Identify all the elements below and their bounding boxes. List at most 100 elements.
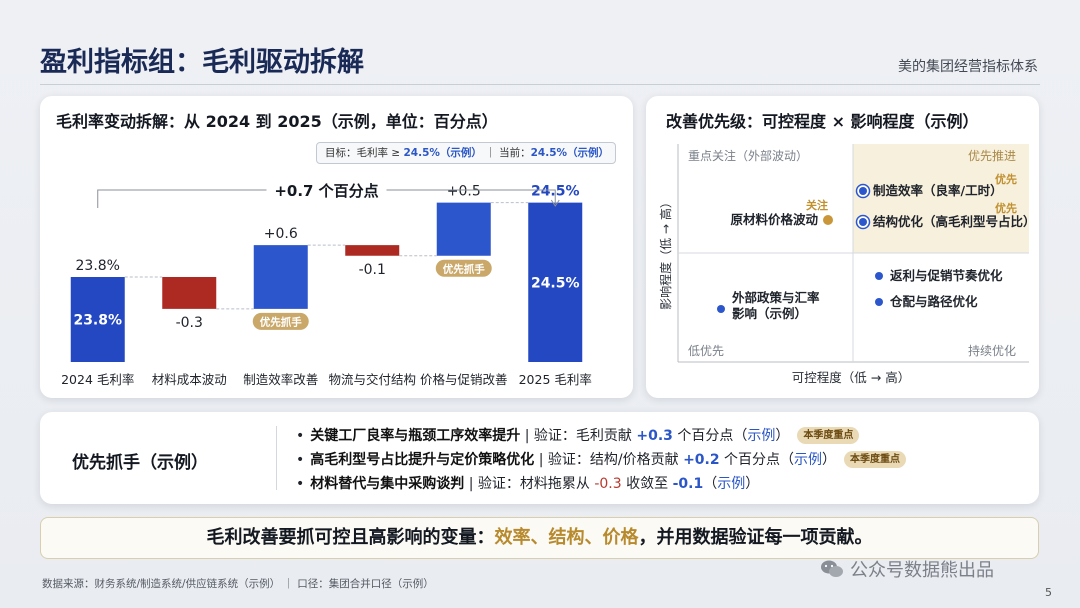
- value-label: 23.8%: [76, 258, 120, 274]
- waterfall-card: 毛利率变动拆解：从 2024 到 2025（示例，单位：百分点） 目标：毛利率 …: [40, 96, 633, 398]
- priority-text: ）: [822, 452, 837, 468]
- priority-value: +0.3: [636, 428, 673, 444]
- priority-matrix-card: 改善优先级：可控程度 × 影响程度（示例） 重点关注（外部波动） 优先推进低优先 持…: [646, 96, 1039, 398]
- delta-label: +0.7 个百分点: [274, 182, 378, 200]
- target-value: 24.5%（示例）: [403, 147, 482, 159]
- waterfall-chart: 23.8%23.8%2024 毛利率-0.3材料成本波动+0.6制造效率改善优先…: [61, 180, 592, 387]
- target-prefix: 目标：毛利率 ≥: [325, 147, 404, 159]
- waterfall-bar: [70, 277, 125, 362]
- quadrant-label: 低优先: [688, 344, 724, 358]
- waterfall-bar: [345, 245, 400, 256]
- watermark: 公众号数据熊出品: [820, 556, 994, 582]
- quadrant-label: 持续优化: [968, 343, 1016, 358]
- category-label: 2025 毛利率: [519, 372, 592, 387]
- quadrant-label: 重点关注（外部波动）: [688, 148, 808, 163]
- waterfall-bar: [528, 202, 583, 362]
- current-value: 24.5%（示例）: [530, 147, 610, 159]
- matrix-point-label: 返利与促销节奏优化: [890, 268, 1003, 283]
- priority-value: +0.2: [683, 452, 720, 468]
- priority-unit: （: [703, 476, 718, 492]
- bullet-icon: •: [296, 428, 305, 444]
- priority-title: 关键工厂良率与瓶颈工序效率提升: [310, 428, 521, 444]
- y-axis-label: 影响程度（低 → 高）: [658, 196, 673, 310]
- x-axis-label: 可控程度（低 → 高）: [792, 370, 910, 385]
- priorities-list: • 关键工厂良率与瓶颈工序效率提升 | 验证：毛利贡献 +0.3 个百分点（示例）…: [296, 424, 907, 496]
- matrix-point: [859, 187, 867, 195]
- quadrant-label: 优先推进: [968, 149, 1016, 163]
- matrix-point-label: 仓配与路径优化: [889, 294, 978, 309]
- matrix-point-tag: 优先: [995, 201, 1017, 215]
- priorities-divider: [276, 426, 277, 490]
- value-label: +0.5: [447, 184, 481, 200]
- priority-tag: 本季度重点: [797, 427, 860, 444]
- priority-text: 收敛至: [621, 476, 673, 492]
- priority-badge: [252, 312, 309, 330]
- priorities-card: 优先抓手（示例） • 关键工厂良率与瓶颈工序效率提升 | 验证：毛利贡献 +0.3…: [40, 412, 1039, 504]
- waterfall-title: 毛利率变动拆解：从 2024 到 2025（示例，单位：百分点）: [56, 112, 498, 131]
- priority-unit: 个百分点（: [719, 452, 795, 468]
- priority-tag: 本季度重点: [844, 451, 907, 468]
- category-label: 2024 毛利率: [61, 372, 134, 387]
- bar-inner-label: 23.8%: [73, 313, 122, 329]
- page-number: 5: [1045, 586, 1052, 599]
- priority-text: ）: [745, 476, 760, 492]
- matrix-point-tag: 优先: [995, 172, 1017, 186]
- matrix-point-tag: 关注: [806, 198, 828, 212]
- matrix-point-label: 制造效率（良率/工时）: [873, 183, 1003, 198]
- key-message-banner: 毛利改善要抓可控且高影响的变量：效率、结构、价格，并用数据验证每一项贡献。: [40, 517, 1039, 559]
- page-title: 盈利指标组：毛利驱动拆解: [40, 47, 364, 78]
- bullet-icon: •: [296, 452, 305, 468]
- bullet-icon: •: [296, 476, 305, 492]
- priority-text: | 验证：结构/价格贡献: [534, 452, 684, 468]
- priority-value-from: -0.3: [594, 476, 622, 492]
- priority-item: • 材料替代与集中采购谈判 | 验证：材料拖累从 -0.3 收敛至 -0.1（示例…: [296, 472, 906, 496]
- bar-inner-label: 24.5%: [531, 275, 580, 291]
- priorities-label: 优先抓手（示例）: [72, 453, 208, 473]
- banner-suffix: ，并用数据验证每一项贡献。: [638, 527, 873, 548]
- watermark-text: 公众号数据熊出品: [850, 560, 994, 581]
- category-label: 物流与交付结构: [328, 372, 416, 387]
- highlight-quadrant: [853, 144, 1029, 253]
- priority-item: • 高毛利型号占比提升与定价策略优化 | 验证：结构/价格贡献 +0.2 个百分点…: [296, 448, 907, 472]
- banner-highlight: 效率、结构、价格: [494, 527, 639, 548]
- priority-item: • 关键工厂良率与瓶颈工序效率提升 | 验证：毛利贡献 +0.3 个百分点（示例）…: [296, 424, 906, 448]
- priority-badge-label: 优先抓手: [443, 262, 485, 275]
- delta-label-bg: [266, 180, 387, 200]
- matrix-point-label: 结构优化（高毛利型号占比）: [873, 214, 1036, 229]
- category-label: 制造效率改善: [243, 372, 318, 387]
- priority-badge-label: 优先抓手: [260, 315, 302, 328]
- target-mid: ｜ 当前：: [481, 147, 531, 159]
- matrix-point: [823, 215, 833, 225]
- priority-unit: 个百分点（: [672, 428, 748, 444]
- waterfall-bar: [436, 202, 491, 256]
- waterfall-bar: [253, 245, 308, 309]
- priority-text: | 验证：材料拖累从: [464, 476, 595, 492]
- matrix-point-label: 外部政策与汇率影响（示例）: [731, 290, 820, 321]
- priority-badge: [435, 259, 492, 277]
- matrix-point: [875, 298, 883, 306]
- priority-example: 示例: [794, 452, 823, 468]
- value-label: -0.1: [359, 262, 386, 278]
- priority-example: 示例: [717, 476, 746, 492]
- priority-title: 高毛利型号占比提升与定价策略优化: [310, 452, 535, 468]
- category-label: 材料成本波动: [152, 372, 227, 387]
- matrix-point: [859, 218, 867, 226]
- priority-example: 示例: [747, 428, 776, 444]
- target-box: 目标：毛利率 ≥ 24.5%（示例） ｜ 当前：24.5%（示例）: [316, 142, 616, 164]
- value-label: -0.3: [176, 315, 203, 331]
- delta-arrow-icon: [550, 199, 560, 207]
- priority-title: 材料替代与集中采购谈判: [310, 476, 465, 492]
- priority-value: -0.1: [672, 476, 704, 492]
- matrix-title: 改善优先级：可控程度 × 影响程度（示例）: [666, 112, 979, 131]
- priority-text: | 验证：毛利贡献: [520, 428, 637, 444]
- deck-title: 美的集团经营指标体系: [898, 59, 1038, 75]
- matrix-point-label: 原材料价格波动: [730, 212, 818, 227]
- data-source-note: 数据来源：财务系统/制造系统/供应链系统（示例） ｜ 口径：集团合并口径（示例）: [42, 578, 434, 590]
- matrix-point: [717, 305, 725, 313]
- matrix-point: [875, 272, 883, 280]
- waterfall-bar: [162, 277, 217, 309]
- banner-prefix: 毛利改善要抓可控且高影响的变量：: [206, 527, 495, 548]
- priority-text: ）: [775, 428, 790, 444]
- wechat-icon: [821, 560, 843, 577]
